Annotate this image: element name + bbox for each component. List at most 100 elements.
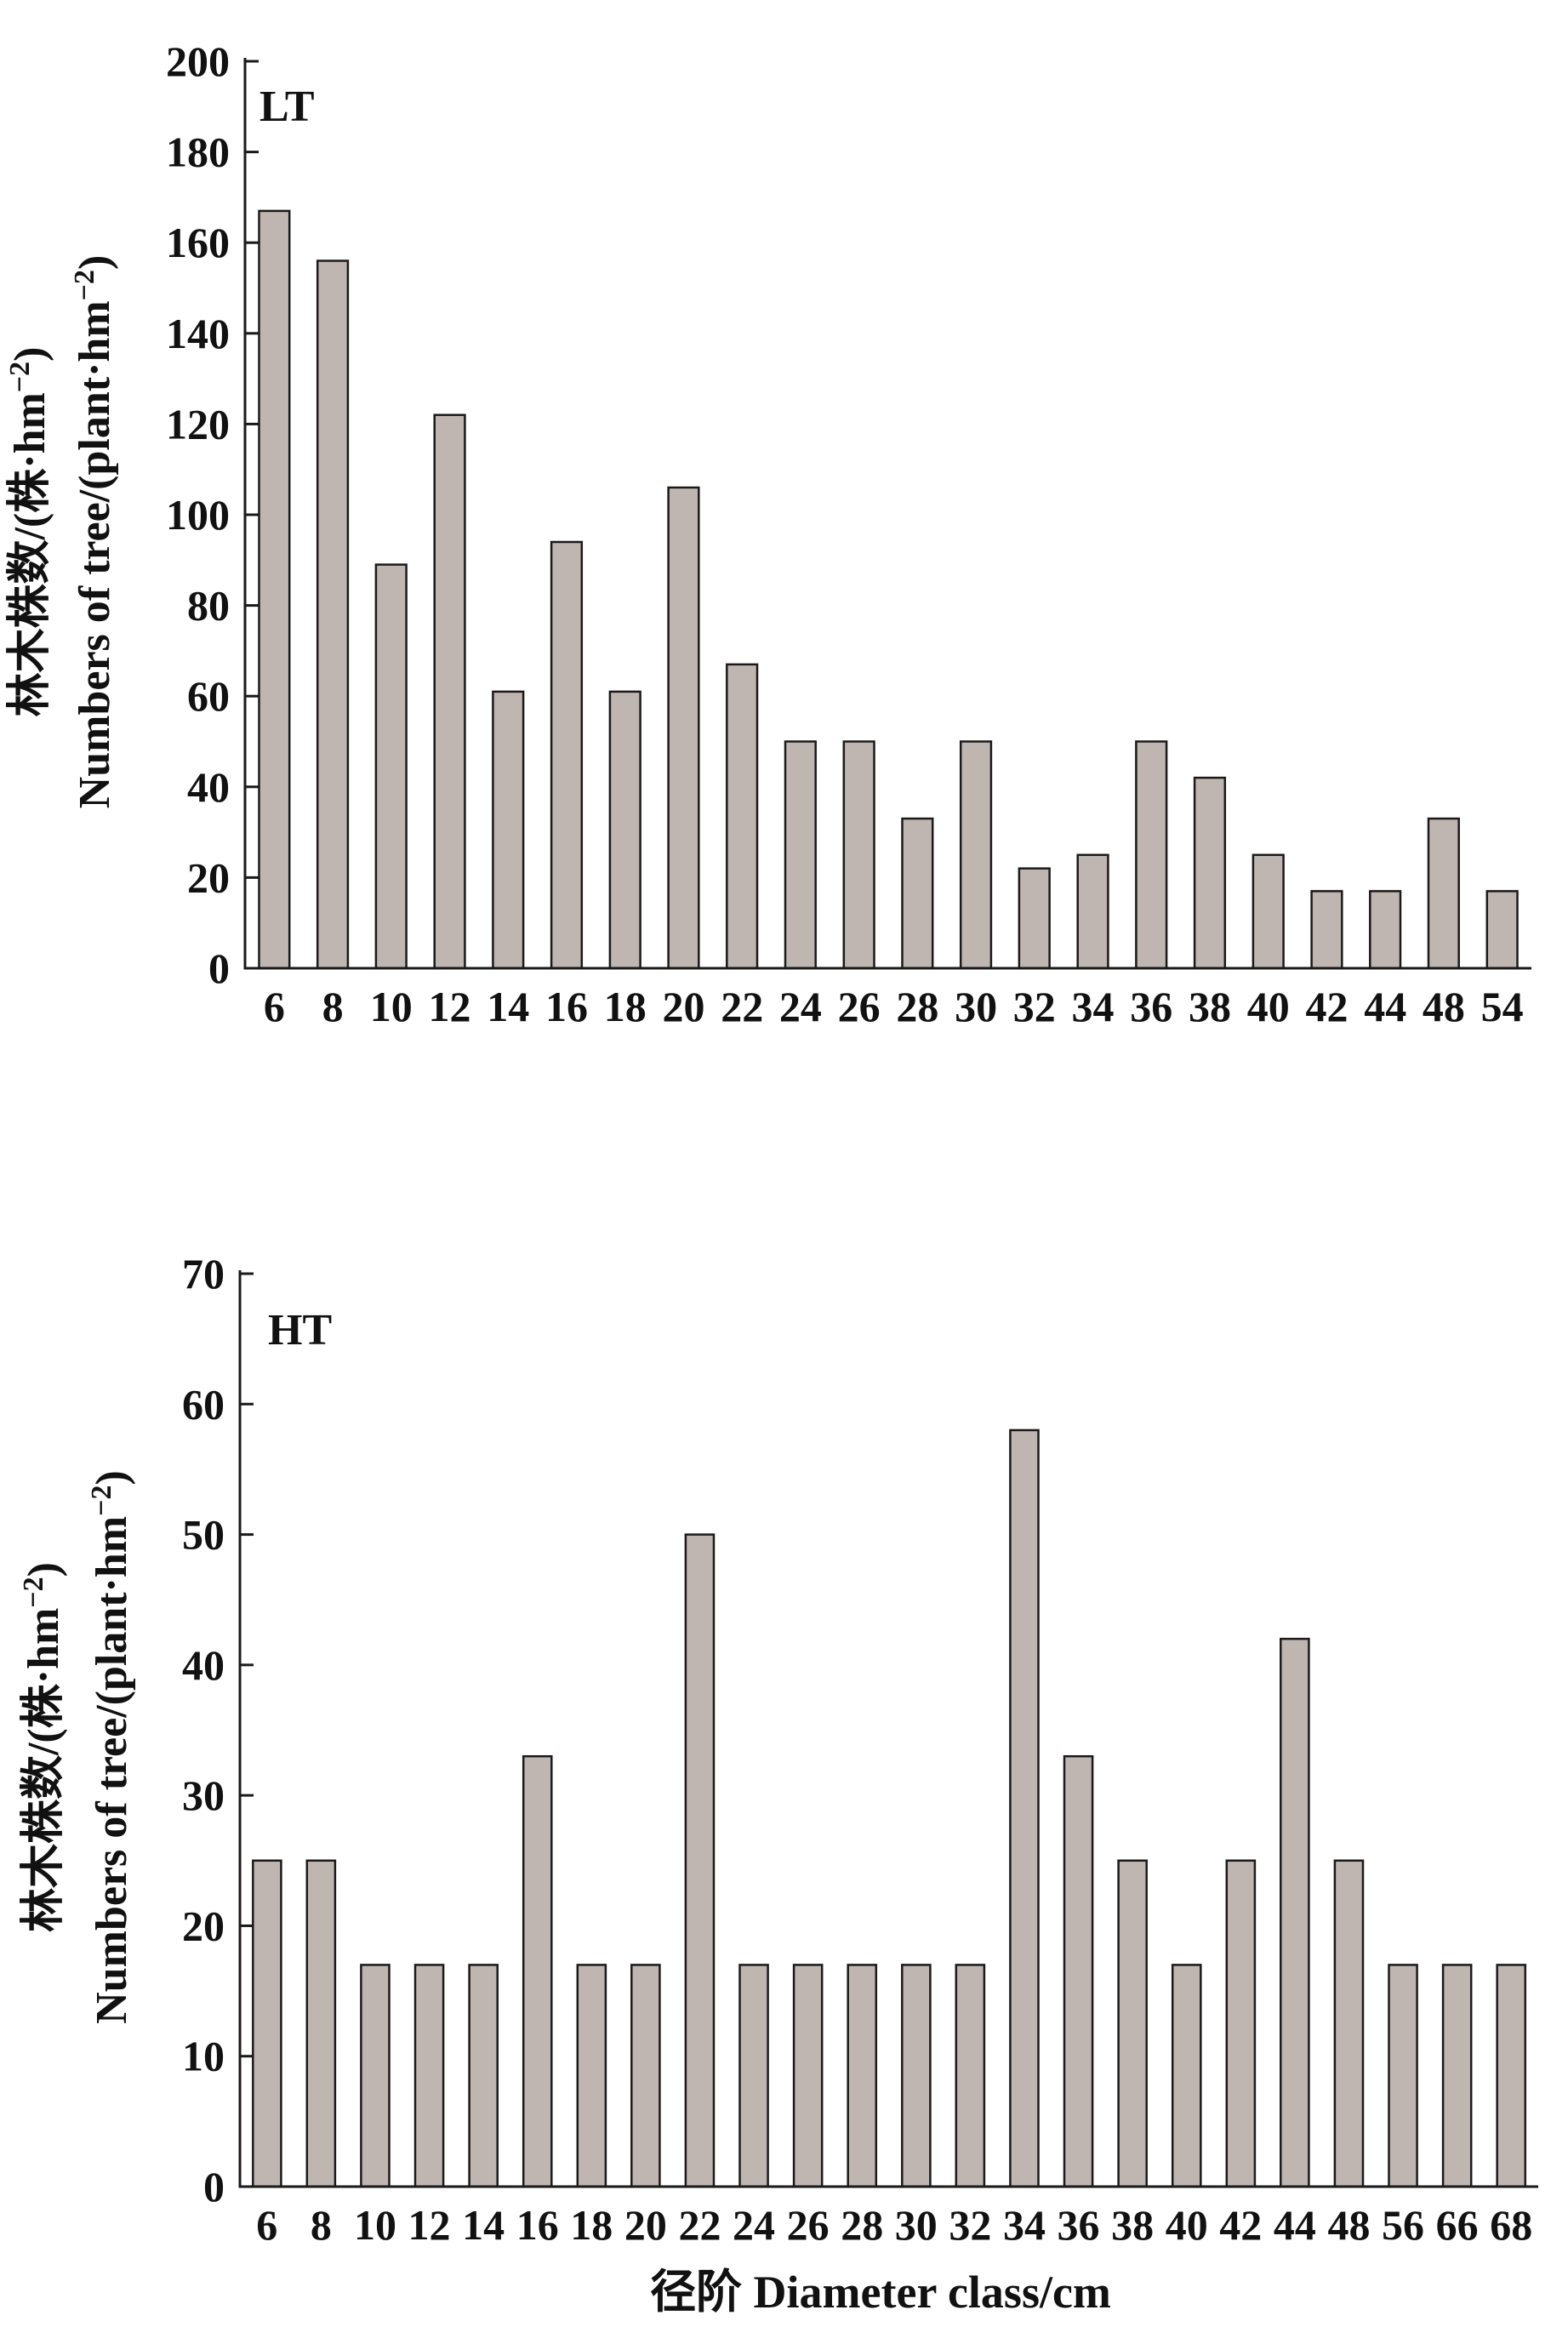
y-tick-label: 0	[208, 944, 230, 992]
x-tick-label: 18	[570, 2201, 613, 2249]
y-axis-label-en-text: Numbers of tree/(plant·hm	[71, 300, 119, 808]
panel-label-lt: LT	[259, 83, 315, 131]
y-ticks-ht: 0 10 20 30 40 50 60 70	[182, 1250, 254, 2210]
x-tick-label: 22	[721, 983, 763, 1030]
y-tick-label: 70	[182, 1250, 225, 1298]
bar	[1485, 890, 1519, 970]
y-axis-label-en-close: )	[88, 1470, 136, 1485]
y-axis-label-cn-close: )	[6, 346, 54, 361]
x-tick-label: 34	[1072, 983, 1115, 1030]
bar	[492, 690, 525, 970]
x-tick-label: 32	[1013, 983, 1056, 1030]
y-axis-label-en-text: Numbers of tree/(plant·hm	[88, 1516, 136, 2024]
y-tick-label: 40	[182, 1641, 225, 1689]
x-tick-label: 44	[1274, 2201, 1316, 2249]
y-axis-label-en-sup: −2	[69, 270, 100, 300]
y-tick-label: 20	[187, 853, 230, 901]
bar	[1441, 1964, 1473, 2188]
x-tick-label: 36	[1058, 2201, 1100, 2249]
bar	[374, 563, 408, 970]
bar	[1171, 1964, 1202, 2188]
y-tick-label: 140	[166, 310, 230, 357]
y-tick-label: 60	[187, 672, 230, 720]
y-ticks-lt: 0 20 40 60 80 100 120 140 160 180 200	[166, 37, 259, 992]
y-axis-label-cn-close: )	[20, 1562, 68, 1577]
x-tick-label: 38	[1111, 2201, 1154, 2249]
x-tick-label: 10	[354, 2201, 396, 2249]
x-tick-label: 56	[1382, 2201, 1424, 2249]
y-axis-label-en-lt: Numbers of tree/(plant·hm−2)	[69, 255, 120, 809]
x-tick-label: 16	[516, 2201, 559, 2249]
x-tick-label: 54	[1481, 983, 1524, 1030]
y-axis-label-cn-text: 林木株数/(株·hm	[5, 392, 54, 716]
bar	[1496, 1964, 1527, 2188]
bar	[1009, 1429, 1040, 2188]
bar	[1117, 1859, 1148, 2188]
x-tick-label: 16	[545, 983, 588, 1030]
x-tick-label: 10	[370, 983, 413, 1030]
y-axis-label-en-ht: Numbers of tree/(plant·hm−2)	[86, 1470, 137, 2024]
x-tick-label: 24	[779, 983, 822, 1030]
y-tick-label: 120	[166, 400, 230, 448]
bar	[550, 540, 584, 970]
chart-panel-lt: 0 20 40 60 80 100 120 140 160 180 200 6 8 10 12 14 16 18…	[4, 37, 1531, 1030]
bar	[468, 1964, 499, 2188]
bar	[1076, 853, 1109, 970]
bar	[901, 1964, 932, 2188]
y-axis-label-cn-ht: 林木株数/(株·hm−2)	[18, 1562, 69, 1932]
x-tick-label: 26	[787, 2201, 830, 2249]
bar	[1135, 740, 1168, 970]
bar	[1225, 1859, 1257, 2188]
bar	[1427, 817, 1460, 970]
x-tick-label: 38	[1189, 983, 1231, 1030]
x-tick-label: 36	[1130, 983, 1172, 1030]
x-ticks-lt: 6 8 10 12 14 16 18 20 22 24 26 28 30 32 34 36 38 40 42 44 48…	[264, 983, 1524, 1030]
x-tick-label: 14	[487, 983, 529, 1030]
bar	[258, 209, 291, 970]
bar	[847, 1964, 878, 2188]
x-tick-label: 6	[264, 983, 285, 1030]
x-tick-label: 26	[838, 983, 881, 1030]
x-tick-label: 22	[679, 2201, 721, 2249]
bar	[1252, 853, 1285, 970]
y-axis-label-cn-sup: −2	[18, 1577, 49, 1607]
x-tick-label: 48	[1328, 2201, 1371, 2249]
bar	[726, 663, 759, 970]
bars-ht	[252, 1429, 1527, 2188]
x-tick-label: 8	[311, 2201, 332, 2249]
bar	[360, 1964, 391, 2188]
bar	[1369, 890, 1402, 970]
x-tick-label: 28	[896, 983, 938, 1030]
x-tick-label: 30	[895, 2201, 938, 2249]
x-tick-label: 40	[1247, 983, 1290, 1030]
y-axis-label-en-close: )	[71, 255, 119, 270]
y-tick-label: 80	[187, 582, 230, 630]
bars-lt	[258, 209, 1519, 970]
x-tick-label: 8	[322, 983, 344, 1030]
x-axis-label: 径阶 Diameter class/cm	[650, 2267, 1111, 2318]
x-tick-label: 28	[841, 2201, 883, 2249]
panel-label-ht: HT	[268, 1306, 332, 1355]
x-tick-label: 20	[663, 983, 705, 1030]
x-tick-label: 42	[1306, 983, 1348, 1030]
bar	[1333, 1859, 1365, 2188]
y-tick-label: 60	[182, 1380, 225, 1428]
y-axis-label-cn-lt: 林木株数/(株·hm−2)	[4, 346, 55, 716]
x-tick-label: 30	[955, 983, 997, 1030]
y-tick-label: 200	[166, 37, 230, 85]
bar	[1063, 1754, 1094, 2188]
bar	[1193, 776, 1227, 970]
bar	[316, 260, 350, 970]
y-tick-label: 20	[182, 1902, 225, 1949]
y-tick-label: 0	[203, 2163, 225, 2210]
bar	[959, 740, 993, 970]
y-tick-label: 160	[166, 219, 230, 266]
y-axis-label-cn-text: 林木株数/(株·hm	[19, 1608, 68, 1932]
y-tick-label: 180	[166, 128, 230, 176]
bar	[1018, 867, 1051, 970]
bar	[630, 1964, 661, 2188]
x-tick-label: 18	[604, 983, 647, 1030]
x-tick-label: 34	[1003, 2201, 1046, 2249]
y-tick-label: 40	[187, 763, 230, 811]
